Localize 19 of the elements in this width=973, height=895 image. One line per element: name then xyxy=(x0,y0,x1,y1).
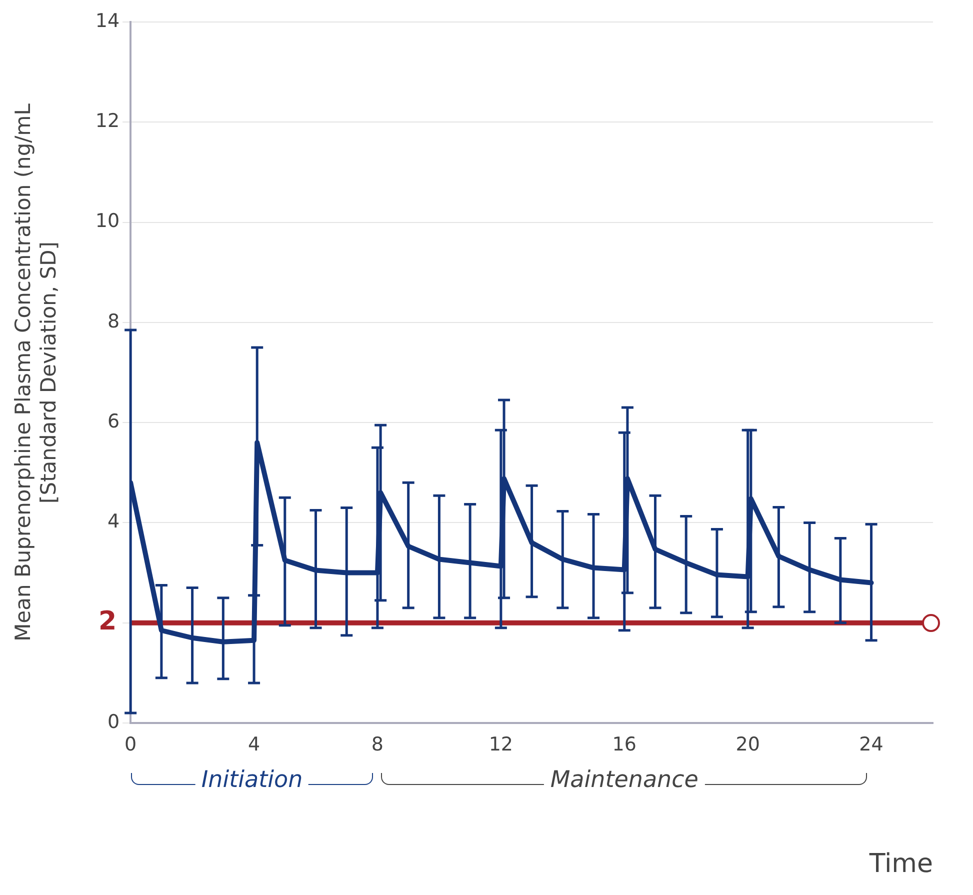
x-tick-label: 20 xyxy=(736,733,760,756)
y-axis-title: Mean Buprenorphine Plasma Concentration (ng/mL [Standard Deviation, SD] xyxy=(11,103,60,642)
x-tick-label: 12 xyxy=(488,733,514,756)
y-tick-label: 10 xyxy=(95,210,120,232)
y-tick-label: 8 xyxy=(107,310,120,332)
x-tick-label: 8 xyxy=(371,733,384,756)
x-tick-label: 0 xyxy=(124,733,137,756)
x-tick-label: 4 xyxy=(248,733,260,756)
y-tick-label: 4 xyxy=(107,510,120,533)
x-tick-label: 24 xyxy=(859,733,884,756)
y-tick-label: 0 xyxy=(107,710,120,733)
y-tick-label: 12 xyxy=(95,110,120,132)
text: Initiation xyxy=(195,767,309,793)
x-tick-label: 16 xyxy=(612,733,636,756)
ref-line-label: 2 xyxy=(98,606,117,637)
y-tick-label: 6 xyxy=(107,410,120,433)
y-tick-label: 14 xyxy=(95,10,120,32)
text: Maintenance xyxy=(544,767,704,793)
x-axis-title: Time xyxy=(868,849,933,880)
